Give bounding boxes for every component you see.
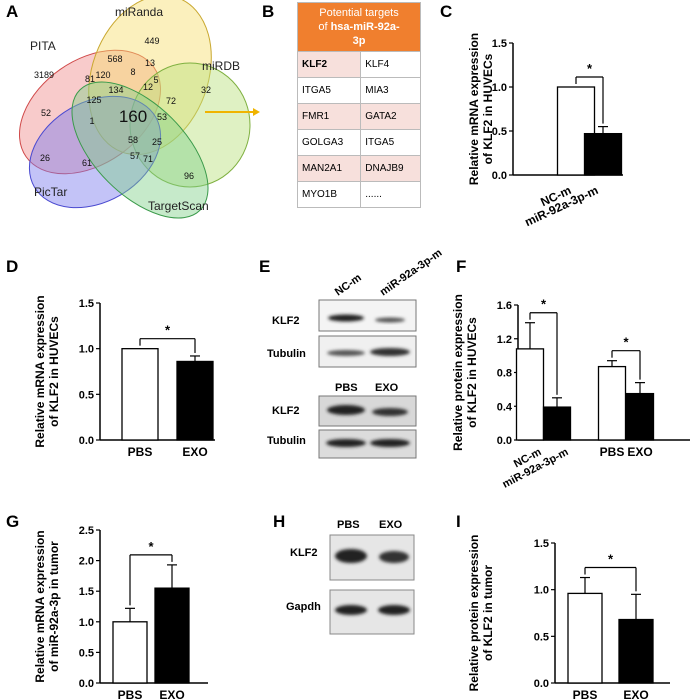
y-axis-label: of KLF2 in tumor [481, 565, 495, 661]
y-tick-label: 0.4 [497, 401, 513, 413]
y-tick-label: 1.5 [534, 538, 549, 550]
table-cell: FMR1 [296, 103, 362, 130]
y-axis-label: Relative protein expression [467, 535, 481, 692]
significance-star: * [148, 539, 154, 554]
y-tick-label: 1.5 [79, 586, 94, 598]
bar [112, 621, 148, 684]
table-cell: KLF4 [360, 51, 421, 78]
y-tick-label: 1.0 [79, 617, 94, 629]
y-tick-label: 1.5 [492, 38, 507, 50]
targets-table-header: Potential targets of hsa-miR-92a- 3p [297, 2, 421, 52]
y-tick-label: 0.5 [534, 631, 549, 643]
bar [176, 360, 214, 441]
bar [583, 132, 623, 176]
panel-label-i: I [456, 512, 461, 531]
significance-star: * [623, 335, 629, 350]
table-cell: DNAJB9 [360, 155, 421, 182]
y-tick-label: 0.5 [492, 126, 507, 138]
table-cell: MAN2A1 [296, 155, 362, 182]
panel-label-d: D [6, 257, 19, 276]
bar [625, 392, 655, 441]
y-tick-label: 1.0 [79, 344, 94, 356]
bar [154, 587, 190, 684]
y-axis-label: of KLF2 in HUVECs [465, 317, 479, 428]
x-tick-label: PBS [600, 445, 625, 459]
significance-star: * [587, 61, 593, 76]
y-tick-label: 0.0 [79, 435, 94, 447]
header-bold: hsa-miR-92a- [330, 21, 400, 33]
y-tick-label: 0.0 [497, 435, 512, 447]
panel-label-b: B [262, 2, 275, 21]
bar [597, 365, 627, 441]
y-tick-label: 1.0 [492, 82, 507, 94]
header-text: Potential targets [319, 7, 399, 19]
table-cell: ITGA5 [360, 129, 421, 156]
panel-label-f: F [456, 257, 467, 276]
y-axis-label: Relative protein expression [451, 294, 465, 451]
x-tick-label: PBS [128, 445, 153, 459]
y-tick-label: 0.0 [79, 678, 94, 690]
panel-label-h: H [273, 512, 286, 531]
y-axis-label: of miR-92a-3p in tumor [47, 541, 61, 672]
y-axis-label: of KLF2 in HUVECs [47, 316, 61, 427]
panel-label-a: A [6, 2, 19, 21]
table-cell: ITGA5 [296, 77, 362, 104]
bar [542, 406, 572, 441]
y-tick-label: 0.0 [492, 170, 507, 182]
table-cell: KLF2 [296, 51, 362, 78]
y-axis-label: Relative mRNA expression [33, 530, 47, 682]
header-text: of [318, 21, 331, 33]
y-tick-label: 0.5 [79, 647, 94, 659]
y-tick-label: 0.0 [534, 678, 549, 690]
y-tick-label: 0.8 [497, 368, 512, 380]
table-cell: MYO1B [296, 181, 362, 208]
y-tick-label: 1.5 [79, 298, 94, 310]
x-tick-label: EXO [623, 688, 648, 699]
y-tick-label: 1.2 [497, 334, 512, 346]
bar [567, 592, 603, 684]
x-tick-label: EXO [627, 445, 652, 459]
y-axis-label: Relative mRNA expression [33, 295, 47, 447]
y-tick-label: 0.5 [79, 389, 94, 401]
y-axis-label: of KLF2 in HUVECs [481, 53, 495, 164]
panel-label-c: C [440, 2, 453, 21]
significance-star: * [541, 297, 547, 312]
bar [121, 348, 159, 441]
table-cell: MIA3 [360, 77, 421, 104]
y-tick-label: 1.0 [534, 585, 549, 597]
panel-label-e: E [259, 257, 271, 276]
y-tick-label: 2.0 [79, 556, 94, 568]
y-tick-label: 1.6 [497, 300, 512, 312]
x-tick-label: EXO [159, 688, 184, 699]
y-tick-label: 2.5 [79, 525, 94, 537]
x-tick-label: PBS [573, 688, 598, 699]
header-bold: 3p [352, 35, 366, 47]
panel-label-g: G [6, 512, 20, 531]
x-tick-label: EXO [182, 445, 207, 459]
x-tick-label: PBS [118, 688, 143, 699]
table-cell: ...... [360, 181, 421, 208]
y-axis-label: Relative mRNA expression [467, 33, 481, 185]
significance-star: * [608, 552, 614, 567]
targets-table: Potential targets of hsa-miR-92a- 3p KLF… [296, 2, 421, 208]
bar [618, 618, 654, 684]
table-cell: GOLGA3 [296, 129, 362, 156]
significance-star: * [165, 323, 171, 338]
bar [515, 348, 545, 441]
table-cell: GATA2 [360, 103, 421, 130]
